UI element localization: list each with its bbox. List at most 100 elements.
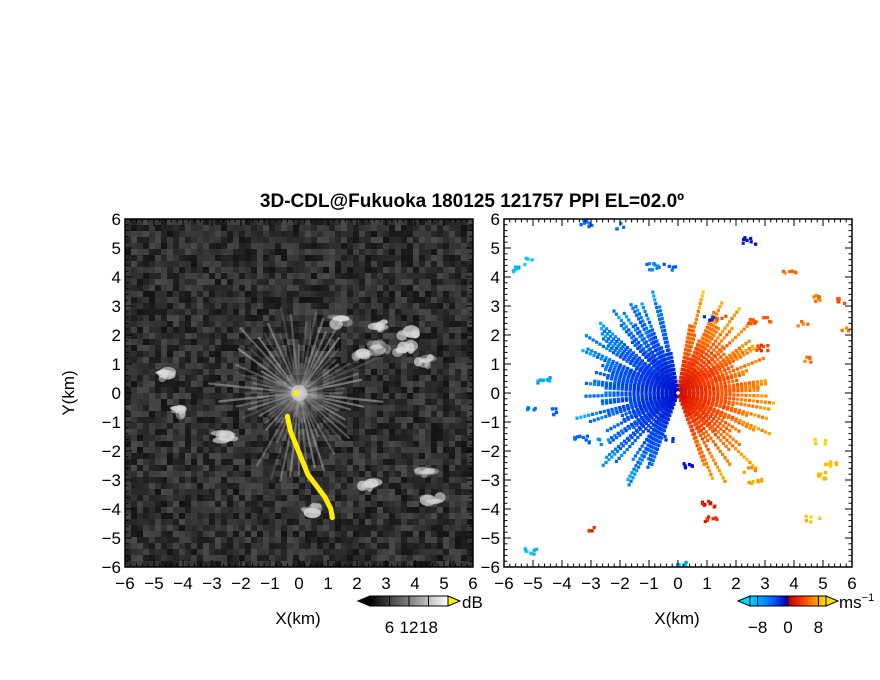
noise-cell (239, 537, 245, 543)
noise-cell (227, 507, 233, 513)
noise-cell (461, 315, 467, 321)
noise-cell (323, 321, 329, 327)
velocity-gate (717, 469, 721, 473)
noise-cell (269, 417, 275, 423)
noise-cell (227, 441, 233, 447)
noise-cell (395, 231, 401, 237)
noise-cell (251, 441, 257, 447)
velocity-gate (622, 417, 626, 421)
noise-cell (149, 285, 155, 291)
velocity-gate (612, 393, 616, 397)
noise-cell (347, 231, 353, 237)
velocity-gate (699, 423, 704, 427)
noise-cell (317, 249, 323, 255)
velocity-gate (721, 476, 725, 480)
noise-cell (281, 483, 287, 489)
noise-cell (209, 345, 215, 351)
noise-cell (131, 231, 137, 237)
noise-cell (293, 315, 299, 321)
noise-cell (161, 447, 167, 453)
noise-cell (161, 417, 167, 423)
noise-cell (413, 417, 419, 423)
noise-cell (125, 381, 131, 387)
velocity-gate (618, 446, 623, 451)
noise-cell (401, 291, 407, 297)
velocity-gate (742, 455, 746, 459)
noise-cell (437, 273, 443, 279)
velocity-gate (601, 463, 605, 467)
noise-cell (353, 507, 359, 513)
noise-cell (227, 219, 233, 225)
velocity-gate (604, 391, 608, 395)
noise-cell (281, 249, 287, 255)
noise-cell (353, 399, 359, 405)
noise-cell (251, 291, 257, 297)
noise-cell (293, 519, 299, 525)
noise-cell (191, 225, 197, 231)
noise-cell (311, 225, 317, 231)
noise-cell (269, 507, 275, 513)
noise-cell (245, 249, 251, 255)
noise-cell (281, 453, 287, 459)
noise-cell (191, 273, 197, 279)
radial-spoke (255, 392, 300, 467)
noise-cell (353, 303, 359, 309)
noise-cell (347, 549, 353, 555)
noise-cell (443, 333, 449, 339)
noise-cell (317, 345, 323, 351)
noise-cell (215, 471, 221, 477)
noise-cell (383, 471, 389, 477)
colorbar-tick-label: 18 (419, 618, 438, 637)
noise-cell (269, 291, 275, 297)
noise-cell (125, 243, 131, 249)
noise-cell (335, 237, 341, 243)
snr-colorbar-unit: dB (462, 593, 483, 612)
noise-cell (467, 519, 473, 525)
noise-cell (191, 429, 197, 435)
noise-cell (455, 447, 461, 453)
noise-cell (311, 249, 317, 255)
noise-cell (287, 465, 293, 471)
velocity-gate (753, 425, 757, 429)
noise-cell (197, 489, 203, 495)
velocity-gate (626, 478, 630, 482)
noise-cell (179, 477, 185, 483)
noise-cell (245, 405, 251, 411)
noise-cell (365, 261, 371, 267)
noise-cell (431, 447, 437, 453)
noise-cell (167, 303, 173, 309)
noise-cell (125, 327, 131, 333)
velocity-gate (708, 451, 712, 455)
noise-cell (143, 495, 149, 501)
noise-cell (425, 315, 431, 321)
noise-cell (185, 363, 191, 369)
noise-cell (239, 261, 245, 267)
noise-cell (461, 291, 467, 297)
noise-cell (359, 561, 365, 567)
noise-cell (443, 303, 449, 309)
noise-cell (131, 471, 137, 477)
noise-cell (215, 309, 221, 315)
noise-cell (239, 411, 245, 417)
noise-cell (389, 339, 395, 345)
noise-cell (377, 255, 383, 261)
noise-cell (389, 483, 395, 489)
noise-cell (383, 531, 389, 537)
noise-cell (149, 405, 155, 411)
noise-cell (413, 243, 419, 249)
noise-cell (251, 243, 257, 249)
noise-cell (467, 255, 473, 261)
noise-cell (425, 393, 431, 399)
noise-cell (245, 531, 251, 537)
bright-patch (434, 492, 446, 503)
noise-cell (323, 309, 329, 315)
noise-cell (377, 489, 383, 495)
radial-spoke (297, 318, 325, 394)
noise-cell (371, 243, 377, 249)
noise-cell (371, 351, 377, 357)
noise-cell (167, 387, 173, 393)
noise-cell (191, 279, 197, 285)
noise-cell (275, 297, 281, 303)
noise-cell (191, 339, 197, 345)
velocity-gate (722, 404, 726, 408)
